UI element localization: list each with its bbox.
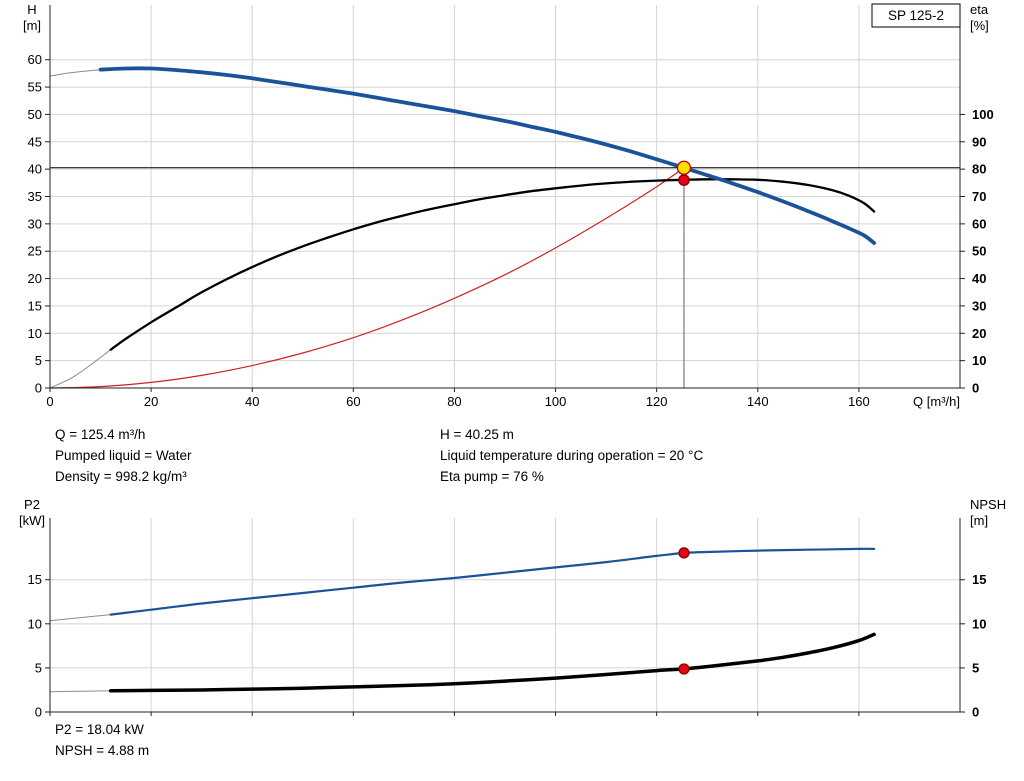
y-right-tick-label: 20	[972, 326, 986, 341]
y-right-tick-label: 40	[972, 271, 986, 286]
x-tick-label: 140	[747, 394, 769, 409]
y-right-tick-label: 5	[972, 660, 979, 675]
head-efficiency-chart: 0 5 10 15 20 25 30 35 40 45 50 55 60 0 10 20 30 40 50 60 70 8…	[23, 2, 994, 409]
y-left-tick-label: 40	[28, 162, 42, 177]
y-right-tick-label: 0	[972, 381, 979, 396]
y-right-axis-label: NPSH	[970, 497, 1006, 512]
npsh-lead-in	[49, 690, 112, 693]
duty-annotations: Q = 125.4 m³/h Pumped liquid = Water Den…	[55, 424, 703, 487]
annotation-eta-pump: Eta pump = 76 %	[440, 469, 544, 484]
x-tick-label: 60	[346, 394, 360, 409]
y-right-axis-unit: [%]	[970, 18, 989, 33]
y-right-axis-unit: [m]	[970, 513, 988, 528]
duty-point-eta	[678, 174, 690, 186]
x-axis-label: Q [m³/h]	[913, 394, 960, 409]
duty-point-head	[676, 160, 692, 175]
y-left-tick-label: 0	[35, 705, 42, 720]
p2-curve	[109, 547, 876, 616]
y-right-tick-label: 10	[972, 616, 986, 631]
y-left-tick-label: 25	[28, 244, 42, 259]
eta-curve	[109, 178, 876, 351]
x-tick-label: 100	[545, 394, 567, 409]
y-left-axis-unit: [m]	[23, 18, 41, 33]
system-curve	[49, 167, 685, 389]
annotation-column-right: H = 40.25 m Liquid temperature during op…	[440, 424, 703, 487]
y-right-tick-label: 60	[972, 216, 986, 231]
y-right-tick-label: 10	[972, 353, 986, 368]
y-left-tick-label: 5	[35, 660, 42, 675]
y-left-axis-label: P2	[24, 497, 40, 512]
eta-lead-in	[49, 349, 112, 389]
y-right-tick-label: 30	[972, 298, 986, 313]
y-right-tick-label: 90	[972, 134, 986, 149]
annotation-npsh: NPSH = 4.88 m	[55, 743, 150, 758]
duty-point-npsh	[678, 663, 690, 675]
annotation-pumped-liquid: Pumped liquid = Water	[55, 448, 192, 463]
annotation-p2: P2 = 18.04 kW	[55, 722, 144, 737]
npsh-curve	[108, 632, 876, 693]
y-left-tick-label: 15	[28, 572, 42, 587]
x-tick-label: 40	[245, 394, 259, 409]
y-right-tick-label: 80	[972, 162, 986, 177]
annotation-density: Density = 998.2 kg/m³	[55, 469, 187, 484]
power-npsh-annotations: P2 = 18.04 kW NPSH = 4.88 m	[55, 719, 149, 761]
hq-curve	[98, 66, 876, 245]
y-left-tick-label: 15	[28, 298, 42, 313]
y-left-tick-label: 5	[35, 353, 42, 368]
y-right-tick-label: 70	[972, 189, 986, 204]
x-tick-label: 80	[447, 394, 461, 409]
x-tick-label: 20	[144, 394, 158, 409]
annotation-q: Q = 125.4 m³/h	[55, 427, 146, 442]
y-left-tick-label: 20	[28, 271, 42, 286]
pump-type-box	[871, 3, 961, 28]
annotation-column-left: Q = 125.4 m³/h Pumped liquid = Water Den…	[55, 424, 440, 487]
hq-lead-in	[49, 69, 102, 77]
y-left-tick-label: 30	[28, 216, 42, 231]
x-tick-label: 120	[646, 394, 668, 409]
y-right-tick-label: 50	[972, 244, 986, 259]
y-left-tick-label: 45	[28, 134, 42, 149]
y-left-axis-label: H	[27, 2, 36, 17]
y-right-tick-label: 15	[972, 572, 986, 587]
pump-type-label: SP 125-2	[888, 8, 944, 23]
y-left-tick-label: 0	[35, 381, 42, 396]
p2-lead-in	[49, 614, 112, 622]
y-right-axis-label: eta	[970, 2, 989, 17]
y-right-tick-label: 0	[972, 705, 979, 720]
y-left-tick-label: 10	[28, 616, 42, 631]
y-left-tick-label: 35	[28, 189, 42, 204]
power-npsh-chart: 0 5 10 15 0 5 10 15 P2[kW] NPSH[m]	[19, 497, 1006, 720]
y-left-tick-label: 10	[28, 326, 42, 341]
y-left-axis-unit: [kW]	[19, 513, 45, 528]
x-tick-label: 0	[46, 394, 53, 409]
y-left-tick-label: 50	[28, 107, 42, 122]
x-tick-label: 160	[848, 394, 870, 409]
annotation-temperature: Liquid temperature during operation = 20…	[440, 448, 704, 463]
duty-point-p2	[678, 547, 690, 559]
annotation-h: H = 40.25 m	[440, 427, 514, 442]
y-left-tick-label: 55	[28, 80, 42, 95]
y-right-tick-label: 100	[972, 107, 994, 122]
y-left-tick-label: 60	[28, 52, 42, 67]
